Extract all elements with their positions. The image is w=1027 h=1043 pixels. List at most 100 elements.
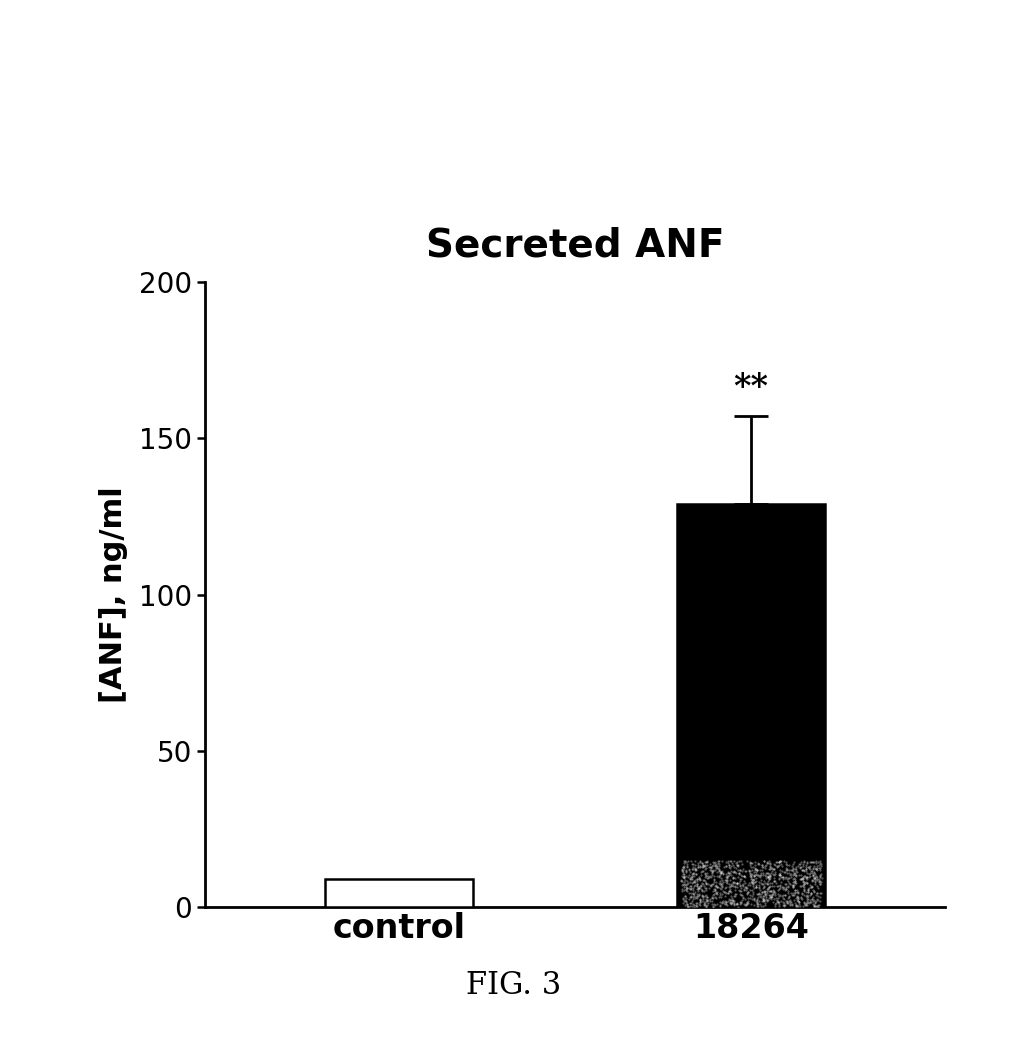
Point: [697, 853, 714, 870]
Point: [786, 873, 802, 890]
Point: [722, 877, 738, 894]
Point: [808, 868, 825, 884]
Point: [674, 871, 690, 888]
Point: [802, 877, 819, 894]
Point: [750, 867, 766, 883]
Point: [808, 887, 825, 903]
Point: [731, 873, 748, 890]
Point: [692, 880, 709, 897]
Point: [782, 897, 798, 914]
Point: [746, 890, 762, 906]
Point: [706, 855, 722, 872]
Point: [692, 892, 709, 908]
Point: [676, 878, 692, 895]
Point: [745, 873, 761, 890]
Point: [791, 896, 807, 913]
Point: [799, 887, 815, 903]
Point: [729, 856, 746, 873]
Point: [754, 883, 770, 900]
Point: [793, 890, 809, 906]
Point: [799, 871, 815, 888]
Point: [694, 876, 711, 893]
Point: [759, 868, 775, 884]
Point: [724, 877, 740, 894]
Point: [789, 864, 805, 880]
Point: [744, 854, 760, 871]
Point: [713, 864, 729, 880]
Point: [723, 867, 739, 883]
Point: [684, 891, 700, 907]
Point: [786, 870, 802, 887]
Point: [745, 886, 761, 902]
Point: [762, 868, 778, 884]
Point: [811, 876, 828, 893]
Point: [741, 866, 758, 882]
Point: [709, 858, 725, 875]
Point: [765, 883, 782, 900]
Point: [678, 862, 694, 878]
Point: [676, 868, 692, 884]
Point: [796, 880, 812, 897]
Point: [713, 870, 729, 887]
Point: [805, 893, 822, 909]
Point: [749, 860, 765, 877]
Point: [688, 889, 705, 905]
Point: [806, 883, 823, 900]
Point: [789, 898, 805, 915]
Point: [713, 865, 729, 881]
Point: [695, 872, 712, 889]
Point: [685, 880, 701, 897]
Point: [729, 854, 746, 871]
Point: [734, 877, 751, 894]
Point: [707, 881, 723, 898]
Point: [684, 868, 700, 884]
Point: [727, 878, 744, 895]
Point: [751, 878, 767, 895]
Point: [739, 852, 756, 869]
Point: [801, 860, 817, 877]
Point: [674, 876, 690, 893]
Point: [760, 873, 776, 890]
Point: [759, 892, 775, 908]
Point: [748, 866, 764, 882]
Point: [779, 870, 796, 887]
Point: [734, 890, 751, 906]
Y-axis label: [ANF], ng/ml: [ANF], ng/ml: [99, 486, 128, 703]
Point: [733, 856, 750, 873]
Point: [707, 877, 723, 894]
Point: [714, 852, 730, 869]
Point: [724, 895, 740, 912]
Point: [776, 882, 793, 899]
Point: [684, 875, 700, 892]
Point: [680, 869, 696, 886]
Point: [743, 869, 759, 886]
Point: [737, 896, 754, 913]
Point: [755, 893, 771, 909]
Point: [731, 862, 748, 878]
Point: [675, 891, 691, 907]
Point: [682, 895, 698, 912]
Point: [804, 881, 821, 898]
Point: [705, 876, 721, 893]
Point: [805, 860, 822, 877]
Point: [770, 880, 787, 897]
Point: [759, 876, 775, 893]
Point: [712, 898, 728, 915]
Point: [720, 868, 736, 884]
Point: [795, 857, 811, 874]
Point: [691, 870, 708, 887]
Point: [723, 884, 739, 901]
Point: [798, 870, 814, 887]
Point: [700, 870, 717, 887]
Point: [683, 868, 699, 884]
Point: [760, 878, 776, 895]
Point: [686, 860, 702, 877]
Point: [695, 897, 712, 914]
Point: [710, 859, 726, 876]
Point: [695, 872, 712, 889]
Point: [757, 860, 773, 877]
Point: [737, 878, 754, 895]
Point: [760, 890, 776, 906]
Point: [707, 854, 723, 871]
Point: [694, 882, 711, 899]
